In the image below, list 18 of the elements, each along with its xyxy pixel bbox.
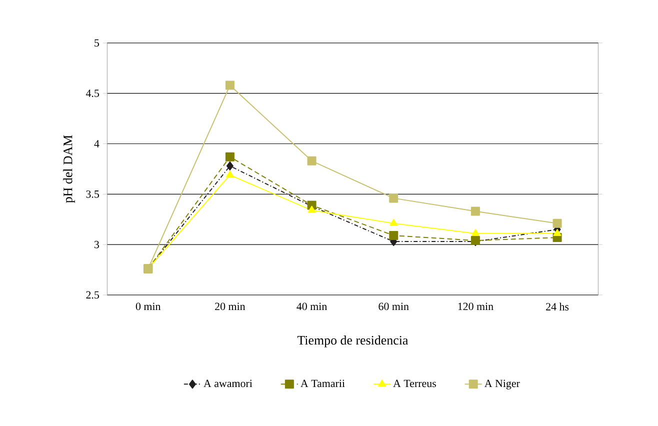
x-tick-label: 60 min xyxy=(378,302,409,310)
y-tick-label: 4 xyxy=(94,140,100,148)
x-axis-title: Tiempo de residencia xyxy=(297,336,408,348)
x-tick-label: 24 hs xyxy=(546,302,569,310)
y-tick-label: 5 xyxy=(94,39,100,47)
x-tick-label: 40 min xyxy=(296,302,327,310)
y-tick-label: 2.5 xyxy=(86,291,100,299)
x-tick-label: 20 min xyxy=(215,302,246,310)
y-axis-title: pH del DAM xyxy=(63,135,75,203)
legend-label: A awamori xyxy=(204,380,252,388)
y-tick-label: 4.5 xyxy=(86,90,100,98)
y-tick-label: 3.5 xyxy=(86,190,100,198)
legend-label: A Terreus xyxy=(393,380,436,388)
legend-label: A Tamarii xyxy=(300,380,345,388)
legend-label: A Niger xyxy=(484,380,520,390)
y-tick-label: 3 xyxy=(94,240,100,248)
x-tick-label: 120 min xyxy=(458,302,494,310)
x-tick-label: 0 min xyxy=(136,302,161,310)
